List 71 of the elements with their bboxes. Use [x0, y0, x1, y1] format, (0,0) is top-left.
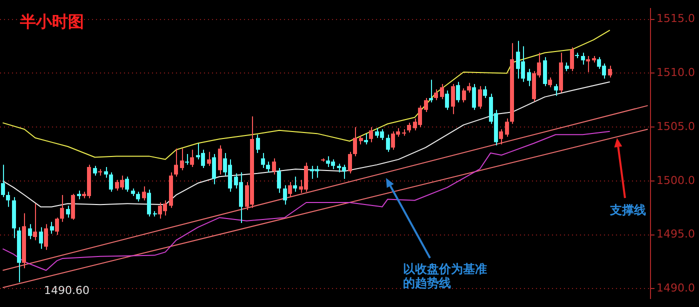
candlestick: [434, 88, 438, 101]
candlestick: [66, 205, 70, 218]
candlestick: [462, 88, 466, 103]
y-tick-label: 1510.0: [656, 66, 696, 80]
candlestick: [256, 134, 260, 154]
candlestick: [483, 86, 487, 99]
candlestick: [499, 128, 503, 145]
y-tick-label: 1495.0: [656, 228, 696, 241]
candlestick: [6, 191, 10, 208]
candlestick: [505, 118, 509, 138]
annotation: 1490.60: [44, 284, 90, 298]
candlestick: [55, 217, 59, 236]
candlestick: [190, 149, 194, 168]
candlestick: [71, 193, 75, 220]
candlestick: [93, 165, 97, 176]
candlestick: [50, 221, 54, 234]
candlestick: [586, 56, 590, 73]
candlestick: [174, 148, 178, 178]
annotation: 以收盘价为基准的趋势线: [403, 262, 488, 290]
candlestick: [147, 189, 151, 218]
candlestick: [407, 122, 411, 133]
candlestick: [218, 144, 222, 176]
candlestick: [136, 191, 140, 202]
candlestick: [472, 84, 476, 110]
candlestick: [283, 184, 287, 206]
candlestick: [1, 164, 5, 198]
candlestick: [207, 151, 211, 166]
candlestick: [386, 134, 390, 152]
candlestick: [28, 224, 32, 240]
candlestick: [543, 56, 547, 87]
candlestick: [266, 161, 270, 173]
candlestick: [125, 176, 129, 192]
y-tick-label: 1515.0: [656, 12, 696, 26]
candlestick: [60, 194, 64, 222]
y-tick-label: 1505.0: [656, 120, 696, 133]
candlestick: [109, 172, 113, 192]
candlestick: [429, 79, 433, 103]
candlestick: [581, 52, 585, 66]
candlestick: [277, 168, 281, 194]
candlestick: [570, 46, 574, 72]
candlestick: [293, 176, 297, 192]
candlestick: [33, 203, 37, 241]
candlestick: [608, 65, 612, 78]
candlestick: [261, 152, 265, 169]
candlestick: [527, 68, 531, 87]
candlestick: [478, 86, 482, 110]
candlestick: [445, 90, 449, 110]
candlestick: [288, 182, 292, 198]
candlestick: [180, 148, 184, 171]
candlestick: [185, 154, 189, 166]
candlestick: [548, 77, 552, 88]
y-tick-label: 1490.0: [656, 282, 696, 295]
candlestick: [44, 224, 48, 250]
candlestick: [369, 126, 373, 143]
candlestick: [451, 84, 455, 115]
annotation: 支撑线: [610, 203, 647, 217]
chart-title: 半小时图: [20, 12, 84, 33]
candlestick: [456, 81, 460, 103]
candlestick: [272, 158, 276, 176]
candlestick: [467, 82, 471, 94]
candlestick: [364, 133, 368, 145]
candlestick: [142, 186, 146, 201]
candlestick: [440, 84, 444, 100]
candlestick: [554, 84, 558, 96]
candlestick: [348, 151, 352, 174]
y-tick-label: 1500.0: [656, 174, 696, 187]
candlestick: [212, 154, 216, 185]
candlestick: [424, 98, 428, 113]
candlestick: [104, 166, 108, 178]
candlestick: [353, 126, 357, 157]
candlestick: [39, 226, 43, 250]
